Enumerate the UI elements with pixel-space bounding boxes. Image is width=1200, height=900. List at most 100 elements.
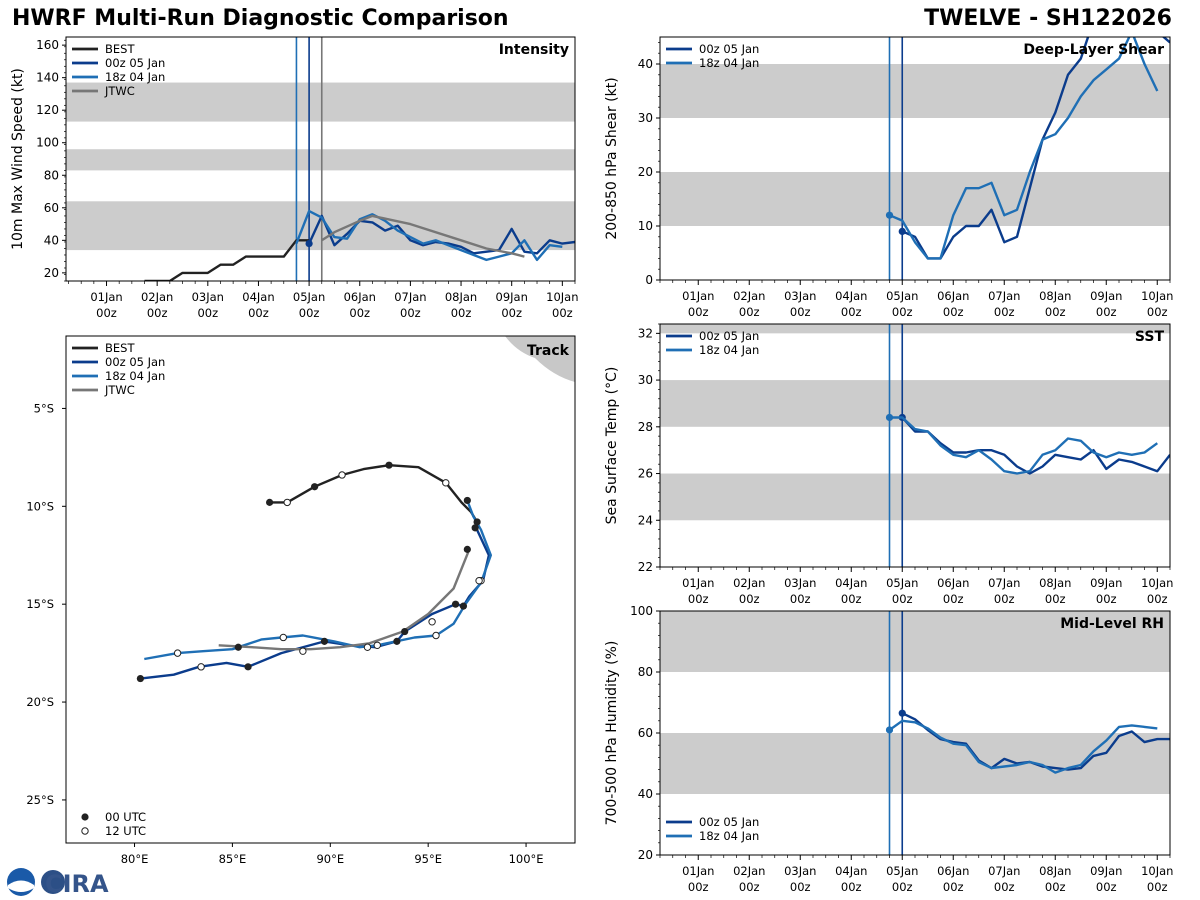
track-point-12utc: [373, 641, 381, 649]
sst-xtick-label-date: 10Jan: [1141, 576, 1173, 590]
sst-ytick-label: 28: [638, 420, 653, 434]
track-xtick-label: 80°E: [121, 852, 149, 866]
rh-ytick-label: 80: [638, 665, 653, 679]
track-point-12utc: [173, 649, 182, 657]
track-ytick-label: 25°S: [26, 793, 54, 807]
shear-legend-label-00z-05-jan: 00z 05 Jan: [699, 42, 759, 56]
sst-band-2: [660, 324, 1170, 334]
rh-xtick-label-hour: 00z: [892, 880, 913, 894]
sst-legend-label-00z-05-jan: 00z 05 Jan: [699, 329, 759, 343]
sst-xtick-label-date: 07Jan: [988, 576, 1020, 590]
intensity-xtick-label-date: 06Jan: [344, 290, 376, 304]
sst-series-18z-04-jan: [889, 416, 1159, 475]
noaa-cira-logo: CIRA: [7, 868, 109, 898]
intensity-band-2: [66, 82, 575, 122]
rh-band-1: [660, 611, 1170, 672]
track-xtick-label: 95°E: [414, 852, 442, 866]
intensity-legend-label-best: BEST: [105, 42, 135, 56]
sst-xtick-label-hour: 00z: [841, 592, 862, 606]
track-point-00utc: [266, 498, 274, 506]
rh-xtick-label-date: 07Jan: [988, 864, 1020, 878]
sst-ytick-label: 32: [638, 326, 653, 340]
sst-series-00z-05-jan: [901, 416, 1170, 475]
track-point-00utc: [393, 637, 401, 645]
intensity-xtick-label-date: 09Jan: [496, 290, 528, 304]
intensity-xtick-label-date: 07Jan: [394, 290, 426, 304]
shear-ytick-label: 40: [638, 57, 653, 71]
cira-globe-icon: [41, 870, 65, 894]
track-ytick-label: 15°S: [26, 597, 54, 611]
rh-xtick-label-hour: 00z: [1096, 880, 1117, 894]
shear-xtick-label-hour: 00z: [994, 305, 1015, 319]
sst-xtick-label-date: 09Jan: [1090, 576, 1122, 590]
track-frame: [65, 335, 576, 844]
shear-ylabel: 200-850 hPa Shear (kt): [604, 77, 620, 239]
shear-xtick-label-date: 01Jan: [682, 289, 714, 303]
intensity-ytick-label: 160: [36, 38, 59, 52]
shear-band-1: [660, 64, 1170, 118]
track-point-00utc: [136, 674, 144, 683]
intensity-xtick-label-hour: 00z: [147, 306, 168, 320]
intensity-xtick-label-hour: 00z: [96, 306, 117, 320]
rh-xtick-label-hour: 00z: [688, 880, 709, 894]
track-point-00utc: [463, 496, 471, 505]
track-point-00utc: [385, 461, 393, 469]
track-point-00utc: [401, 627, 409, 636]
rh-ytick-label: 100: [630, 604, 653, 618]
rh-xtick-label-hour: 00z: [1045, 880, 1066, 894]
sst-frame: [659, 323, 1171, 568]
shear-ytick-label: 0: [645, 273, 653, 287]
sst-xtick-label-hour: 00z: [994, 592, 1015, 606]
track-point-00utc: [451, 600, 460, 608]
sst-ytick-label: 26: [638, 467, 653, 481]
track-point-12utc: [442, 479, 450, 487]
intensity-xtick-label-date: 03Jan: [192, 290, 224, 304]
land-shape: [505, 336, 575, 382]
sst-init-point-18z-04-jan: [885, 413, 894, 422]
intensity-ytick-label: 40: [44, 233, 59, 247]
track-legend-label-best: BEST: [105, 341, 135, 355]
rh-plot-area: [660, 611, 1170, 855]
intensity-ylabel: 10m Max Wind Speed (kt): [10, 68, 26, 250]
intensity-legend-label-00z-05-jan: 00z 05 Jan: [105, 56, 165, 70]
track-point-00utc: [244, 663, 252, 671]
sst-band-1: [660, 380, 1170, 427]
rh-ytick-label: 20: [638, 848, 653, 862]
intensity-band-0: [66, 201, 575, 251]
shear-xtick-label-date: 05Jan: [886, 289, 918, 303]
intensity-series-jtwc: [321, 214, 525, 258]
shear-xtick-label-hour: 00z: [688, 305, 709, 319]
shear-xtick-label-hour: 00z: [892, 305, 913, 319]
intensity-xtick-label-hour: 00z: [248, 306, 269, 320]
sst-ytick-label: 30: [638, 373, 653, 387]
rh-xtick-label-date: 03Jan: [784, 864, 816, 878]
shear-xtick-label-date: 03Jan: [784, 289, 816, 303]
intensity-plot-area: [66, 37, 575, 281]
intensity-xtick-label-date: 08Jan: [445, 290, 477, 304]
shear-xtick-label-hour: 00z: [841, 305, 862, 319]
track-point-00utc: [320, 637, 329, 645]
rh-band-0: [660, 733, 1170, 794]
track-legend-12utc-marker: [81, 827, 89, 835]
track-point-00utc: [471, 524, 479, 532]
sst-xtick-label-date: 08Jan: [1039, 576, 1071, 590]
shear-xtick-label-hour: 00z: [739, 305, 760, 319]
shear-panel: 0 10 20 30 40 01Jan 00z 02Jan 00z 03Jan 00z 04Jan 00…: [604, 36, 1173, 319]
track-point-12utc: [475, 576, 483, 585]
shear-xtick-label-hour: 00z: [1147, 305, 1168, 319]
track-point-00utc: [234, 643, 242, 651]
rh-title: Mid-Level RH: [1060, 616, 1164, 632]
sst-xtick-label-hour: 00z: [892, 592, 913, 606]
sst-plot-area: [660, 324, 1170, 567]
cira-logo-text: CIRA: [45, 870, 109, 898]
rh-xtick-label-hour: 00z: [739, 880, 760, 894]
track-point-00utc: [473, 518, 481, 526]
rh-xtick-label-hour: 00z: [841, 880, 862, 894]
sst-title: SST: [1135, 329, 1165, 345]
rh-ytick-label: 40: [638, 787, 653, 801]
track-xtick-label: 100°E: [509, 852, 544, 866]
shear-legend-label-18z-04-jan: 18z 04 Jan: [699, 56, 759, 70]
track-point-00utc: [459, 602, 468, 610]
intensity-xtick-label-date: 05Jan: [293, 290, 325, 304]
intensity-legend-label-jtwc: JTWC: [104, 84, 135, 98]
